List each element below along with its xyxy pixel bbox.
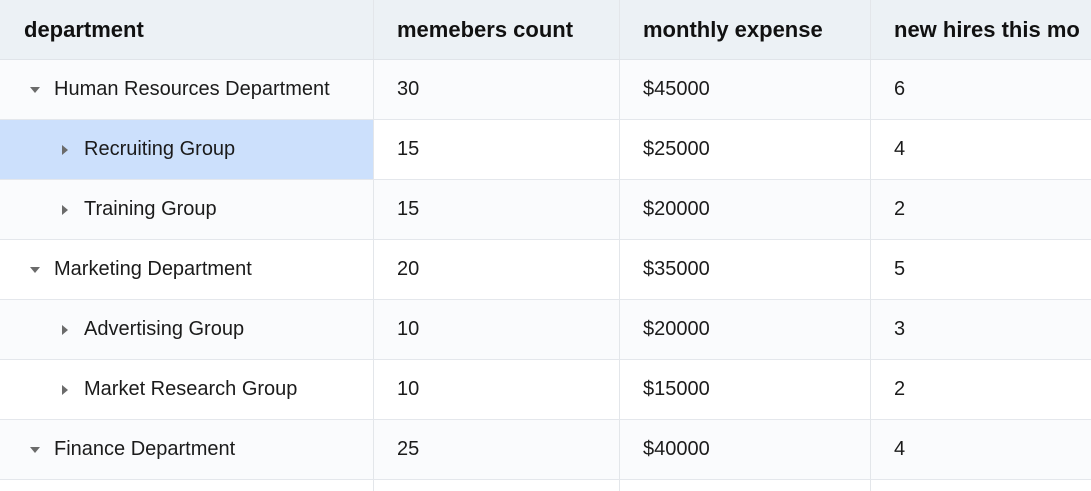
new-hires-cell[interactable]: 4 [871,420,1091,479]
column-header-monthly-expense[interactable]: monthly expense [620,0,871,59]
table-row[interactable]: Human Resources Department 30 $45000 6 [0,60,1091,120]
department-name: Advertising Group [84,318,245,340]
department-cell[interactable]: Training Group [0,180,374,239]
table-row[interactable]: Recruiting Group 15 $25000 4 [0,120,1091,180]
caret-right-icon[interactable] [62,324,68,335]
table-row[interactable]: Market Research Group 10 $15000 2 [0,360,1091,420]
new-hires-cell[interactable]: 6 [871,60,1091,119]
monthly-expense-cell[interactable]: $25000 [620,120,871,179]
monthly-expense-cell[interactable]: $40000 [620,420,871,479]
department-name: Human Resources Department [54,78,330,100]
new-hires-cell[interactable]: 2 [871,360,1091,419]
members-count-cell[interactable]: 20 [374,240,620,299]
monthly-expense-cell[interactable]: $35000 [620,240,871,299]
department-cell[interactable]: Finance Department [0,420,374,479]
caret-down-icon[interactable] [30,446,40,453]
members-count-cell[interactable] [374,480,620,491]
department-name: Recruiting Group [84,138,236,160]
members-count-cell[interactable]: 15 [374,180,620,239]
monthly-expense-cell[interactable]: $20000 [620,300,871,359]
monthly-expense-cell[interactable]: $15000 [620,360,871,419]
department-name: Market Research Group [84,378,298,400]
monthly-expense-cell[interactable] [620,480,871,491]
table-row[interactable]: Advertising Group 10 $20000 3 [0,300,1091,360]
table-row[interactable]: Training Group 15 $20000 2 [0,180,1091,240]
members-count-cell[interactable]: 10 [374,360,620,419]
table-row[interactable]: Marketing Department 20 $35000 5 [0,240,1091,300]
column-header-new-hires[interactable]: new hires this mo [871,0,1091,59]
department-cell[interactable] [0,480,374,491]
department-cell[interactable]: Advertising Group [0,300,374,359]
column-header-members-count[interactable]: memebers count [374,0,620,59]
table-row[interactable]: Finance Department 25 $40000 4 [0,420,1091,480]
department-cell[interactable]: Marketing Department [0,240,374,299]
caret-down-icon[interactable] [30,86,40,93]
caret-down-icon[interactable] [30,266,40,273]
department-cell-selected[interactable]: Recruiting Group [0,120,374,179]
caret-right-icon[interactable] [62,204,68,215]
new-hires-cell[interactable]: 4 [871,120,1091,179]
table-header: department memebers count monthly expens… [0,0,1091,60]
department-name: Finance Department [54,438,236,460]
new-hires-cell[interactable] [871,480,1091,491]
monthly-expense-cell[interactable]: $45000 [620,60,871,119]
members-count-cell[interactable]: 15 [374,120,620,179]
new-hires-cell[interactable]: 3 [871,300,1091,359]
caret-right-icon[interactable] [62,144,68,155]
new-hires-cell[interactable]: 5 [871,240,1091,299]
members-count-cell[interactable]: 25 [374,420,620,479]
department-name: Training Group [84,198,217,220]
caret-right-icon[interactable] [62,384,68,395]
monthly-expense-cell[interactable]: $20000 [620,180,871,239]
members-count-cell[interactable]: 10 [374,300,620,359]
members-count-cell[interactable]: 30 [374,60,620,119]
department-name: Marketing Department [54,258,252,280]
table-row-partial[interactable] [0,480,1091,491]
department-cell[interactable]: Human Resources Department [0,60,374,119]
column-header-department[interactable]: department [0,0,374,59]
department-cell[interactable]: Market Research Group [0,360,374,419]
new-hires-cell[interactable]: 2 [871,180,1091,239]
